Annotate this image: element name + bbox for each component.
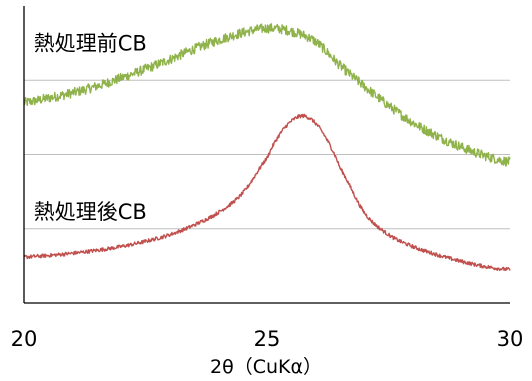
series-line-0	[23, 23, 511, 167]
x-axis-title: 2θ（CuKα）	[210, 356, 322, 378]
axes	[23, 6, 510, 304]
x-tick-label-0: 20	[11, 327, 38, 351]
x-ticks: 20 25 30	[11, 327, 524, 351]
series-labels: 熱処理前CB 熱処理後CB	[34, 32, 147, 225]
x-tick-label-2: 30	[497, 327, 524, 351]
x-tick-label-1: 25	[254, 327, 281, 351]
series-layer	[23, 23, 511, 272]
series-label-1: 熱処理後CB	[34, 200, 147, 224]
series-line-1	[23, 113, 511, 272]
series-label-0: 熱処理前CB	[34, 32, 147, 56]
